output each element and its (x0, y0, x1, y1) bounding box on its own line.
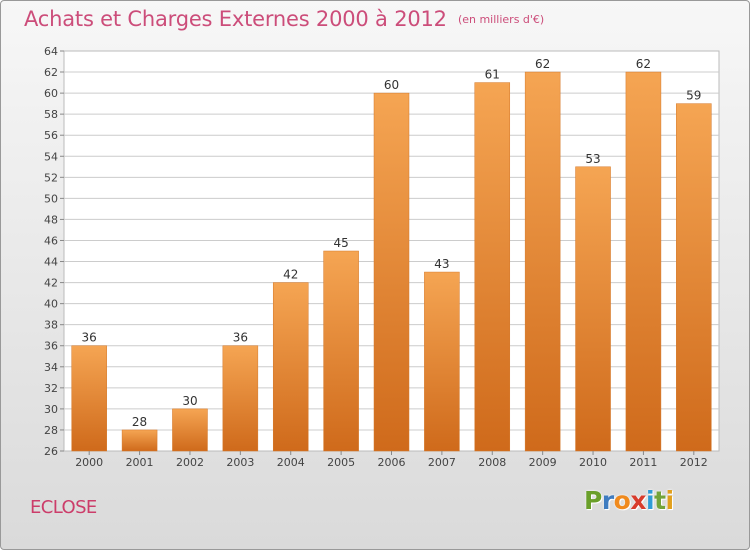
y-tick-label-28: 28 (44, 424, 58, 437)
data-label-2012: 59 (686, 89, 701, 103)
x-tick-label-2012: 2012 (680, 456, 708, 469)
data-label-2000: 36 (82, 331, 97, 345)
x-tick-label-2009: 2009 (529, 456, 557, 469)
y-tick-label-54: 54 (44, 150, 58, 163)
y-tick-label-46: 46 (44, 234, 58, 247)
logo-letter: o (613, 486, 631, 515)
data-label-2001: 28 (132, 415, 147, 429)
bar-2007 (424, 271, 460, 452)
bar-2004 (272, 282, 309, 452)
data-label-2005: 45 (333, 236, 348, 250)
y-tick-label-38: 38 (44, 319, 58, 332)
logo-letter: i (646, 486, 655, 515)
y-tick-label-60: 60 (44, 87, 58, 100)
bar-layer (71, 71, 712, 452)
axis-layer: 26 28 30 32 34 36 38 40 42 44 46 48 50 52 54 56 58 60 62 64… (44, 45, 708, 469)
data-label-2009: 62 (535, 57, 550, 71)
y-tick-label-56: 56 (44, 129, 58, 142)
logo-letter: i (665, 486, 675, 515)
bar-2005 (323, 250, 359, 452)
x-tick-label-2002: 2002 (176, 456, 204, 469)
y-tick-label-62: 62 (44, 66, 58, 79)
y-tick-label-36: 36 (44, 340, 58, 353)
data-label-2008: 61 (485, 68, 500, 82)
x-tick-label-2000: 2000 (75, 456, 103, 469)
bar-2009 (524, 71, 561, 452)
data-label-2011: 62 (636, 57, 651, 71)
x-tick-label-2003: 2003 (226, 456, 254, 469)
bar-2001 (121, 429, 158, 452)
chart-subtitle: (en milliers d'€) (457, 13, 545, 26)
data-label-2010: 53 (585, 152, 600, 166)
bar-2002 (172, 408, 208, 452)
data-label-2004: 42 (283, 268, 298, 282)
y-tick-label-40: 40 (44, 298, 58, 311)
bar-2006 (373, 92, 410, 452)
y-tick-label-32: 32 (44, 382, 58, 395)
x-tick-label-2006: 2006 (378, 456, 406, 469)
y-tick-label-52: 52 (44, 171, 58, 184)
commune-name: ECLOSE (30, 497, 97, 518)
data-label-2006: 60 (384, 78, 399, 92)
x-tick-label-2001: 2001 (126, 456, 154, 469)
logo-letter: x (630, 486, 646, 515)
data-label-2002: 30 (182, 394, 197, 408)
logo-letter: t (654, 486, 666, 515)
data-label-2003: 36 (233, 331, 248, 345)
data-label-2007: 43 (434, 257, 449, 271)
bar-2003 (222, 345, 259, 452)
y-tick-label-44: 44 (44, 256, 58, 269)
x-tick-label-2011: 2011 (629, 456, 657, 469)
chart-title: Achats et Charges Externes 2000 à 2012 (24, 7, 447, 31)
label-layer: 36 28 30 36 42 45 60 43 61 62 53 62 59 (82, 57, 702, 429)
y-tick-label-26: 26 (44, 445, 58, 458)
y-tick-label-64: 64 (44, 45, 58, 58)
y-tick-label-30: 30 (44, 403, 58, 416)
chart-header: Achats et Charges Externes 2000 à 2012 (… (24, 7, 544, 31)
y-tick-label-42: 42 (44, 277, 58, 290)
bar-2010 (575, 166, 611, 452)
logo-letter: r (601, 486, 614, 515)
bar-2012 (676, 103, 712, 452)
y-tick-label-34: 34 (44, 361, 58, 374)
y-tick-label-50: 50 (44, 192, 58, 205)
x-tick-label-2007: 2007 (428, 456, 456, 469)
x-tick-label-2004: 2004 (277, 456, 305, 469)
bar-2000 (71, 345, 107, 452)
y-tick-label-58: 58 (44, 108, 58, 121)
bar-2011 (625, 71, 662, 452)
x-tick-label-2005: 2005 (327, 456, 355, 469)
proxiti-logo[interactable]: Proxiti (584, 488, 674, 513)
bar-2008 (474, 82, 511, 452)
x-tick-label-2010: 2010 (579, 456, 607, 469)
y-tick-label-48: 48 (44, 213, 58, 226)
x-tick-label-2008: 2008 (478, 456, 506, 469)
logo-letter: P (584, 486, 602, 515)
